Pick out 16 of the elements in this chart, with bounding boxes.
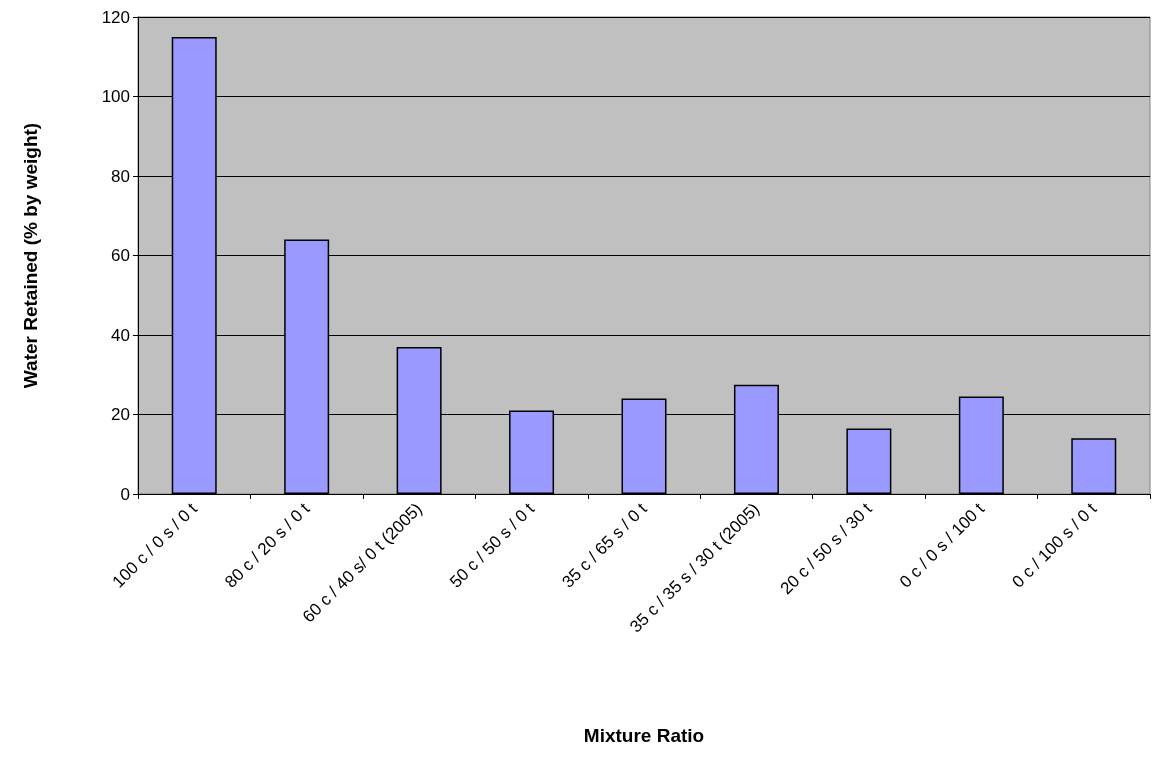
x-tick-label: 0 c / 0 s / 100 t — [895, 499, 989, 592]
y-tick-label: 80 — [111, 166, 130, 186]
x-tick-label: 50 c / 50 s / 0 t — [446, 499, 539, 592]
y-tick-label: 100 — [101, 87, 130, 106]
y-tick-label: 20 — [111, 405, 130, 424]
bar — [846, 428, 892, 494]
x-tick-label: 35 c / 65 s / 0 t — [558, 499, 651, 592]
y-tick-label: 120 — [101, 7, 130, 27]
bar — [1071, 438, 1117, 494]
y-tick-label: 60 — [111, 246, 130, 265]
x-tick-label: 80 c / 20 s / 0 t — [221, 499, 314, 592]
x-axis-title: Mixture Ratio — [583, 725, 705, 746]
y-tick-label: 40 — [111, 325, 130, 345]
y-axis-title: Water Retained (% by weight) — [20, 122, 41, 389]
x-tick-label: 0 c / 100 s / 0 t — [1008, 499, 1101, 592]
x-tick-label: 20 c / 50 s / 30 t — [776, 499, 876, 599]
